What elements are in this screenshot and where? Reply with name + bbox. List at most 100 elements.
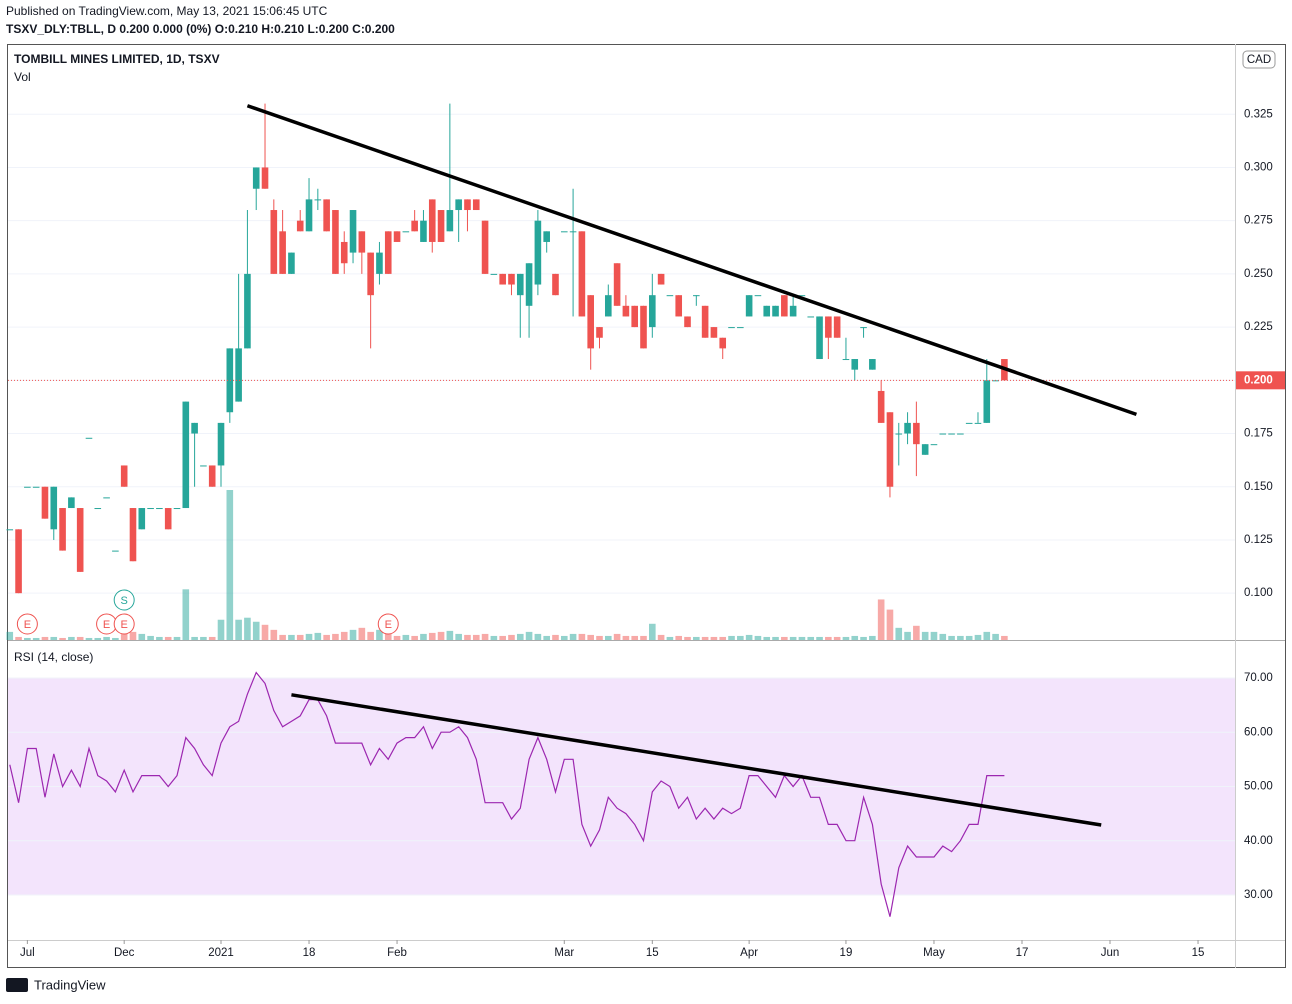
candle-body xyxy=(921,444,929,455)
candle-body xyxy=(587,295,594,349)
trendline xyxy=(246,104,1137,417)
candle-body xyxy=(402,231,410,233)
candle-body xyxy=(675,295,683,317)
candle-body xyxy=(895,433,903,435)
candle-body xyxy=(200,465,207,467)
volume-bar xyxy=(622,635,630,640)
candle-body xyxy=(164,508,172,530)
y-tick-label: 0.125 xyxy=(1244,534,1273,546)
volume-bar xyxy=(754,635,762,640)
candle-body xyxy=(957,433,964,435)
logo: TradingView xyxy=(6,977,106,992)
volume-bar xyxy=(737,635,744,640)
candle-body xyxy=(358,231,366,253)
volume-bar xyxy=(596,635,603,640)
event-marker xyxy=(16,613,38,635)
x-tick-label: 15 xyxy=(1192,947,1205,959)
volume-bar xyxy=(534,633,542,640)
volume-bar xyxy=(226,490,234,640)
volume-bar xyxy=(182,589,190,640)
candle-body xyxy=(886,412,894,487)
volume-bar xyxy=(877,599,885,640)
x-tick-label: Apr xyxy=(740,947,758,959)
candle-body xyxy=(833,316,841,338)
y-tick-label: 0.175 xyxy=(1244,428,1273,440)
x-tick-label: 19 xyxy=(840,947,853,959)
volume-bar xyxy=(869,635,876,640)
x-tick-label: Jun xyxy=(1101,947,1120,959)
volume-bar xyxy=(85,637,93,640)
volume-bar xyxy=(789,636,797,640)
volume-bar xyxy=(728,635,735,640)
y-tick-label: 0.275 xyxy=(1244,215,1273,227)
volume-bar xyxy=(816,636,823,640)
volume-bar xyxy=(552,634,559,640)
y-tick-label: 40.00 xyxy=(1244,835,1273,847)
volume-bar xyxy=(543,635,550,640)
y-tick-label: 0.300 xyxy=(1244,161,1273,173)
volume-bar xyxy=(156,636,163,640)
candle-body xyxy=(613,263,621,306)
volume-bar xyxy=(604,635,612,640)
candle-body xyxy=(631,305,639,328)
volume-bar xyxy=(340,631,348,640)
event-marker xyxy=(377,613,399,635)
candle-body xyxy=(825,316,832,338)
volume-bar xyxy=(684,636,691,640)
candle-body xyxy=(68,497,75,509)
candle-body xyxy=(464,199,471,211)
candle-body xyxy=(349,210,357,253)
candle-body xyxy=(781,295,788,317)
candle-body xyxy=(455,199,462,211)
volume-bar xyxy=(516,633,524,640)
volume-bar xyxy=(649,623,656,640)
candle-body xyxy=(252,167,260,189)
currency-box[interactable] xyxy=(1242,50,1276,69)
candle-body xyxy=(728,327,735,329)
volume-bar xyxy=(992,633,999,640)
volume-bar xyxy=(666,636,674,640)
volume-bar xyxy=(191,636,198,640)
volume-bar xyxy=(930,631,938,640)
candle-body xyxy=(684,316,691,328)
candle-body xyxy=(481,220,489,274)
volume-bar xyxy=(314,632,322,640)
trendline xyxy=(291,693,1102,827)
volume-bar xyxy=(332,633,339,640)
candle-body xyxy=(666,295,674,297)
volume-bar xyxy=(217,619,225,640)
candle-body xyxy=(138,508,146,530)
candle-body xyxy=(552,273,559,296)
candle-body xyxy=(41,486,49,519)
volume-bar xyxy=(376,629,383,640)
volume-label: Vol xyxy=(14,70,31,84)
rsi-title: RSI (14, close) xyxy=(14,650,93,664)
candle-body xyxy=(6,529,14,531)
candle-body xyxy=(437,210,445,242)
candle-body xyxy=(472,199,480,211)
event-label: E xyxy=(24,619,31,631)
candle-body xyxy=(701,305,709,338)
candle-body xyxy=(745,295,753,317)
candle-body xyxy=(842,359,850,361)
volume-bar xyxy=(842,636,850,640)
candle-body xyxy=(173,508,181,510)
candle-body xyxy=(85,437,93,439)
volume-bar xyxy=(50,636,58,640)
volume-bar xyxy=(323,634,330,640)
volume-bar xyxy=(367,631,374,640)
x-tick-label: 17 xyxy=(1016,947,1029,959)
candle-body xyxy=(112,550,119,552)
candle-body xyxy=(596,327,603,338)
event-marker xyxy=(113,613,135,635)
candle-body xyxy=(182,401,190,509)
x-tick-label: 15 xyxy=(646,947,659,959)
y-tick-label: 0.325 xyxy=(1244,108,1273,120)
volume-bar xyxy=(112,637,119,640)
volume-bar xyxy=(455,633,462,640)
candle-body xyxy=(428,199,436,242)
candle-body xyxy=(851,359,859,370)
candle-body xyxy=(737,327,744,329)
x-tick-label: May xyxy=(923,947,945,959)
rsi-line xyxy=(9,671,1005,917)
